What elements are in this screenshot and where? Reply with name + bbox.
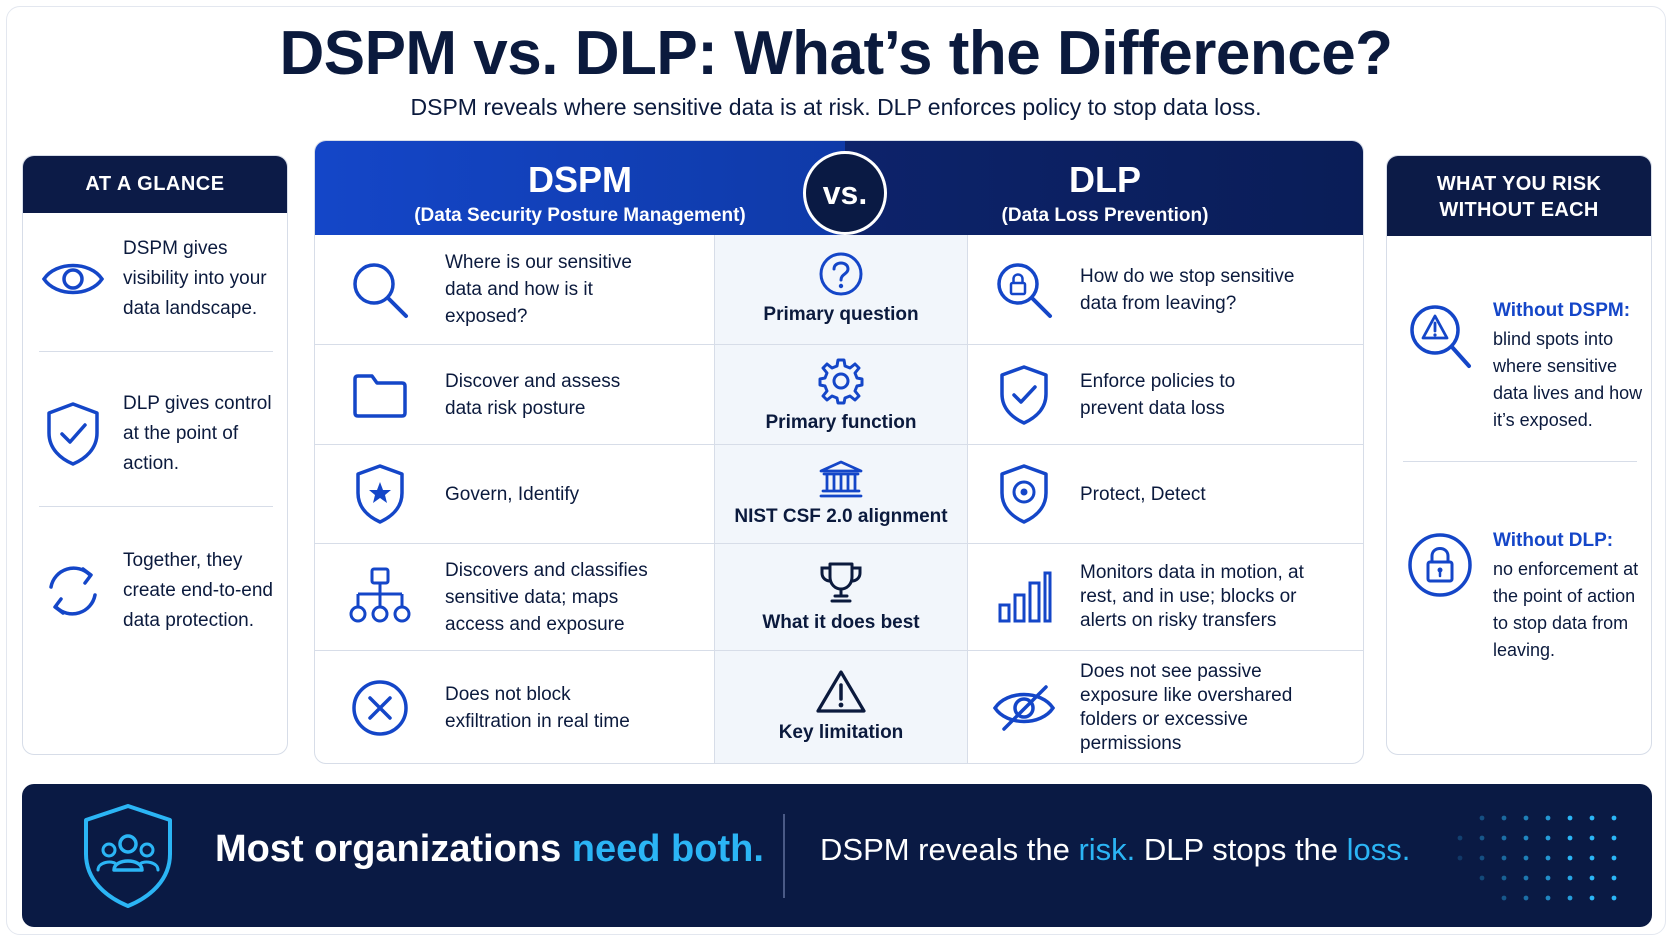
dlp-subtitle: (Data Loss Prevention) bbox=[1001, 205, 1209, 226]
warning-magnifier-icon bbox=[1387, 296, 1493, 434]
footer-headline: Most organizations need both. bbox=[215, 828, 764, 871]
dspm-text: Discover and assess data risk posture bbox=[445, 370, 621, 419]
dspm-title: DSPM bbox=[527, 159, 632, 200]
dimension-label: Primary function bbox=[765, 412, 917, 433]
divider bbox=[39, 351, 273, 352]
risk-heading: WHAT YOU RISK WITHOUT EACH bbox=[1387, 156, 1651, 236]
dimension-cell: NIST CSF 2.0 alignment bbox=[714, 459, 968, 528]
risk-title: Without DLP: bbox=[1493, 530, 1614, 551]
vs-badge: vs. bbox=[803, 151, 887, 235]
dspm-cell: Discover and assess data risk posture bbox=[315, 345, 714, 444]
row-divider bbox=[315, 344, 1363, 345]
risk-heading-line: WITHOUT EACH bbox=[1439, 199, 1599, 221]
hierarchy-icon bbox=[315, 566, 445, 628]
dlp-text: Protect, Detect bbox=[1080, 483, 1206, 505]
dspm-text: Where is our sensitive data and how is i… bbox=[445, 252, 632, 327]
dimension-cell: Primary function bbox=[714, 357, 968, 434]
footer-tagline-text: DSPM reveals the bbox=[820, 832, 1079, 867]
dspm-cell: Does not block exfiltration in real time bbox=[315, 651, 714, 763]
comparison-table: DSPM (Data Security Posture Management) … bbox=[314, 140, 1364, 764]
page-subtitle: DSPM reveals where sensitive data is at … bbox=[410, 94, 1262, 120]
dspm-header: DSPM (Data Security Posture Management) bbox=[315, 141, 845, 235]
dspm-cell: Discovers and classifies sensitive data;… bbox=[315, 544, 714, 650]
footer-tagline-highlight: risk. bbox=[1078, 832, 1136, 867]
footer-divider bbox=[783, 814, 785, 898]
risk-text-block: Without DLP: no enforcement at the point… bbox=[1493, 526, 1649, 664]
warning-triangle-icon bbox=[714, 669, 968, 715]
shield-check-icon bbox=[968, 364, 1080, 426]
risk-title: Without DSPM: bbox=[1493, 300, 1631, 321]
padlock-icon bbox=[1387, 526, 1493, 664]
dlp-cell: Monitors data in motion, at rest, and in… bbox=[968, 544, 1363, 650]
gear-icon bbox=[714, 357, 968, 405]
shield-star-icon bbox=[315, 463, 445, 525]
dimension-label: Key limitation bbox=[778, 722, 904, 743]
footer-headline-highlight: need both. bbox=[571, 828, 764, 870]
glance-text: DSPM gives visibility into your data lan… bbox=[123, 238, 267, 319]
row-divider bbox=[315, 650, 1363, 651]
eye-icon bbox=[23, 257, 123, 301]
risk-description: blind spots into where sensitive data li… bbox=[1493, 329, 1643, 430]
glance-item: DSPM gives visibility into your data lan… bbox=[23, 234, 287, 324]
dimension-label: What it does best bbox=[762, 612, 920, 633]
dlp-text: Enforce policies to prevent data loss bbox=[1080, 370, 1236, 419]
dlp-header: DLP (Data Loss Prevention) bbox=[845, 141, 1363, 235]
glance-text: Together, they create end-to-end data pr… bbox=[123, 550, 273, 631]
at-a-glance-heading: AT A GLANCE bbox=[23, 156, 287, 213]
footer-headline-text: Most organizations bbox=[215, 828, 572, 870]
divider bbox=[1403, 461, 1637, 462]
question-circle-icon bbox=[714, 251, 968, 297]
dlp-text: Monitors data in motion, at rest, and in… bbox=[1080, 562, 1304, 631]
risk-item: Without DLP: no enforcement at the point… bbox=[1387, 526, 1651, 664]
divider bbox=[39, 506, 273, 507]
footer-tagline-text: DLP stops the bbox=[1135, 832, 1347, 867]
dimension-label: NIST CSF 2.0 alignment bbox=[734, 506, 948, 527]
dspm-text: Govern, Identify bbox=[445, 483, 580, 505]
folder-icon bbox=[315, 371, 445, 419]
magnifier-icon bbox=[315, 258, 445, 322]
bar-chart-icon bbox=[968, 569, 1080, 625]
dlp-cell: How do we stop sensitive data from leavi… bbox=[968, 235, 1363, 344]
dimension-cell: Primary question bbox=[714, 251, 968, 326]
risk-panel: WHAT YOU RISK WITHOUT EACH Without DSPM:… bbox=[1386, 155, 1652, 755]
row-divider bbox=[315, 543, 1363, 544]
dspm-text: Discovers and classifies sensitive data;… bbox=[445, 559, 648, 635]
risk-heading-line: WHAT YOU RISK bbox=[1436, 173, 1602, 195]
risk-item: Without DSPM: blind spots into where sen… bbox=[1387, 296, 1651, 434]
risk-description: no enforcement at the point of action to… bbox=[1493, 559, 1639, 660]
shield-target-icon bbox=[968, 463, 1080, 525]
at-a-glance-panel: AT A GLANCE DSPM gives visibility into y… bbox=[22, 155, 288, 755]
eye-slash-icon bbox=[968, 683, 1080, 733]
cycle-arrows-icon bbox=[23, 561, 123, 621]
dlp-cell: Protect, Detect bbox=[968, 445, 1363, 543]
dimension-cell: What it does best bbox=[714, 561, 968, 634]
footer-tagline: DSPM reveals the risk. DLP stops the los… bbox=[820, 832, 1410, 868]
row-divider bbox=[315, 444, 1363, 445]
dimension-label: Primary question bbox=[763, 304, 919, 325]
dspm-text: Does not block exfiltration in real time bbox=[445, 684, 630, 732]
dlp-cell: Does not see passive exposure like overs… bbox=[968, 651, 1363, 763]
footer-tagline-highlight: loss. bbox=[1346, 832, 1411, 867]
x-circle-icon bbox=[315, 678, 445, 738]
dimension-cell: Key limitation bbox=[714, 669, 968, 744]
dspm-cell: Govern, Identify bbox=[315, 445, 714, 543]
glance-item: Together, they create end-to-end data pr… bbox=[23, 546, 287, 636]
footer-banner: Most organizations need both. DSPM revea… bbox=[22, 784, 1652, 927]
dlp-cell: Enforce policies to prevent data loss bbox=[968, 345, 1363, 444]
dlp-text: Does not see passive exposure like overs… bbox=[1080, 661, 1293, 754]
glance-item: DLP gives control at the point of action… bbox=[23, 389, 287, 479]
dspm-cell: Where is our sensitive data and how is i… bbox=[315, 235, 714, 344]
shield-users-icon bbox=[80, 802, 176, 915]
dspm-subtitle: (Data Security Posture Management) bbox=[414, 205, 746, 226]
risk-text-block: Without DSPM: blind spots into where sen… bbox=[1493, 296, 1649, 434]
dlp-title: DLP bbox=[1069, 159, 1141, 200]
page-title: DSPM vs. DLP: What’s the Difference? bbox=[279, 19, 1393, 88]
lock-magnifier-icon bbox=[968, 258, 1080, 322]
dot-pattern-decoration bbox=[1452, 812, 1632, 907]
trophy-icon bbox=[714, 561, 968, 605]
glance-text: DLP gives control at the point of action… bbox=[123, 393, 272, 474]
shield-check-icon bbox=[23, 401, 123, 467]
institution-icon bbox=[714, 459, 968, 499]
dlp-text: How do we stop sensitive data from leavi… bbox=[1080, 265, 1295, 314]
